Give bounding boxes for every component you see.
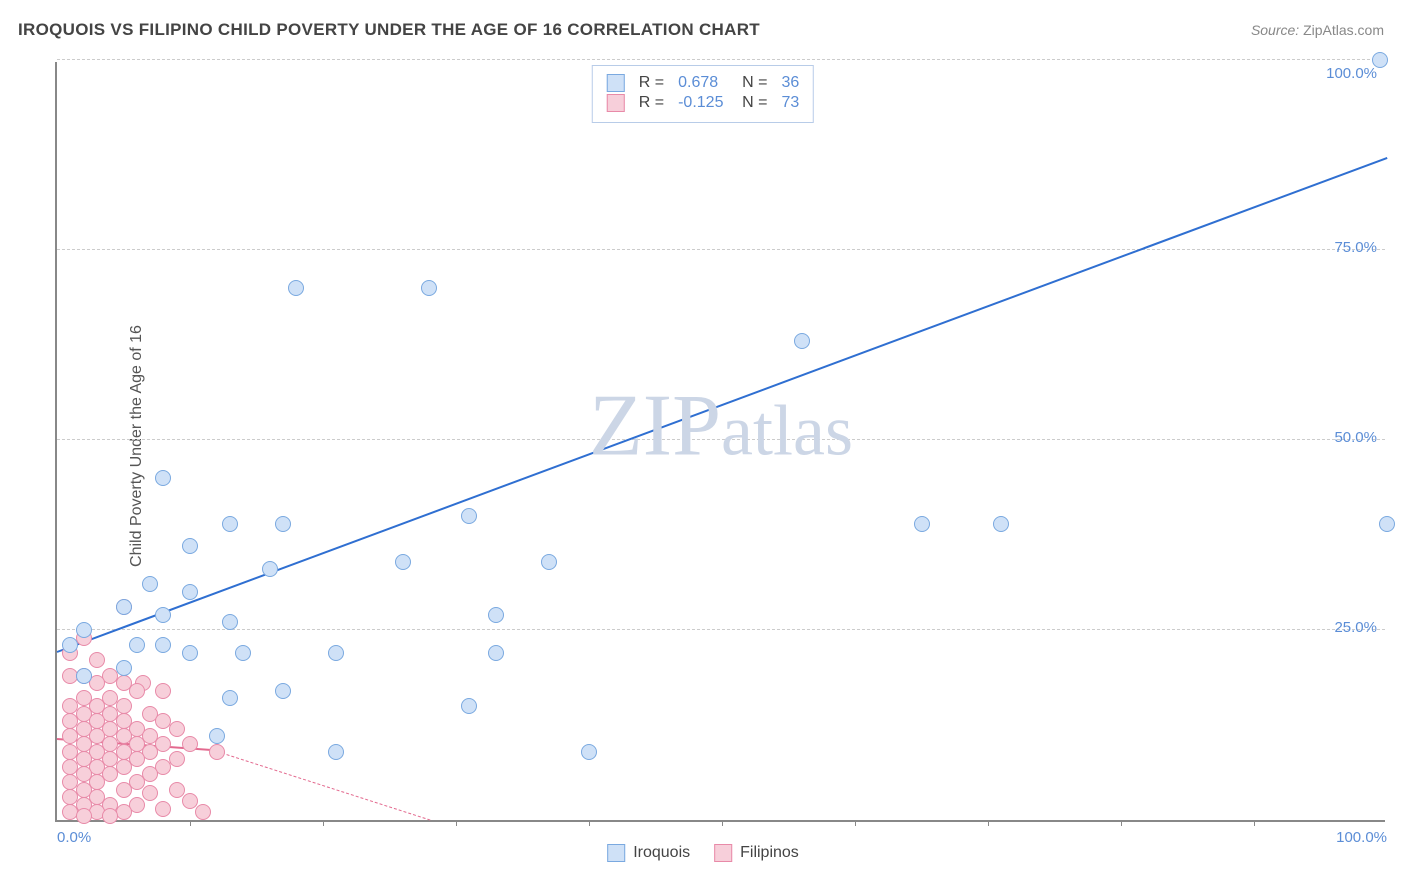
legend-r-value: 0.678: [678, 74, 728, 92]
data-point: [155, 607, 171, 623]
data-point: [541, 554, 557, 570]
data-point: [209, 744, 225, 760]
data-point: [76, 622, 92, 638]
data-point: [993, 516, 1009, 532]
data-point: [328, 744, 344, 760]
x-tick-label: 100.0%: [1336, 829, 1387, 846]
data-point: [288, 280, 304, 296]
data-point: [155, 801, 171, 817]
source-value: ZipAtlas.com: [1303, 22, 1384, 38]
x-tick: [456, 820, 457, 826]
x-tick: [323, 820, 324, 826]
legend-r-label: R =: [639, 74, 664, 92]
trend-line: [57, 157, 1388, 653]
data-point: [209, 728, 225, 744]
data-point: [182, 538, 198, 554]
legend-swatch: [714, 844, 732, 862]
x-tick: [589, 820, 590, 826]
trend-line: [216, 751, 429, 820]
legend-n-label: N =: [742, 94, 767, 112]
data-point: [182, 736, 198, 752]
data-point: [76, 668, 92, 684]
data-point: [102, 808, 118, 824]
data-point: [89, 652, 105, 668]
data-point: [275, 516, 291, 532]
x-tick: [190, 820, 191, 826]
gridline: [57, 629, 1385, 630]
chart-title: IROQUOIS VS FILIPINO CHILD POVERTY UNDER…: [18, 20, 760, 40]
data-point: [262, 561, 278, 577]
data-point: [182, 645, 198, 661]
legend-swatch: [607, 844, 625, 862]
data-point: [155, 470, 171, 486]
gridline: [57, 439, 1385, 440]
data-point: [76, 808, 92, 824]
legend-swatch: [607, 94, 625, 112]
x-tick: [855, 820, 856, 826]
legend-series-label: Iroquois: [633, 844, 690, 862]
y-tick-label: 25.0%: [1334, 619, 1377, 636]
legend-series-item: Iroquois: [607, 844, 690, 862]
watermark: ZIPatlas: [589, 375, 853, 476]
y-tick-label: 100.0%: [1326, 65, 1377, 82]
y-tick-label: 50.0%: [1334, 429, 1377, 446]
y-tick-label: 75.0%: [1334, 239, 1377, 256]
data-point: [129, 637, 145, 653]
x-tick-label: 0.0%: [57, 829, 91, 846]
data-point: [62, 637, 78, 653]
x-tick: [988, 820, 989, 826]
data-point: [182, 584, 198, 600]
legend-n-value: 73: [781, 94, 799, 112]
chart-container: IROQUOIS VS FILIPINO CHILD POVERTY UNDER…: [0, 0, 1406, 892]
legend-r-label: R =: [639, 94, 664, 112]
legend-stats-row: R = -0.125 N = 73: [607, 94, 799, 112]
data-point: [142, 785, 158, 801]
source-label: Source:: [1251, 22, 1299, 38]
data-point: [235, 645, 251, 661]
gridline: [57, 249, 1385, 250]
data-point: [461, 508, 477, 524]
data-point: [222, 614, 238, 630]
data-point: [461, 698, 477, 714]
x-tick: [1254, 820, 1255, 826]
data-point: [1379, 516, 1395, 532]
data-point: [914, 516, 930, 532]
data-point: [142, 576, 158, 592]
data-point: [1372, 52, 1388, 68]
data-point: [129, 683, 145, 699]
data-point: [116, 599, 132, 615]
legend-series-item: Filipinos: [714, 844, 799, 862]
legend-n-label: N =: [742, 74, 767, 92]
data-point: [116, 660, 132, 676]
legend-swatch: [607, 74, 625, 92]
data-point: [169, 721, 185, 737]
data-point: [581, 744, 597, 760]
legend-series: Iroquois Filipinos: [599, 842, 807, 864]
legend-n-value: 36: [781, 74, 799, 92]
data-point: [116, 782, 132, 798]
x-tick: [1121, 820, 1122, 826]
data-point: [155, 683, 171, 699]
data-point: [328, 645, 344, 661]
data-point: [275, 683, 291, 699]
data-point: [395, 554, 411, 570]
data-point: [421, 280, 437, 296]
data-point: [488, 645, 504, 661]
legend-r-value: -0.125: [678, 94, 728, 112]
data-point: [488, 607, 504, 623]
data-point: [195, 804, 211, 820]
data-point: [794, 333, 810, 349]
source-attribution: Source: ZipAtlas.com: [1251, 22, 1384, 38]
legend-stats: R = 0.678 N = 36 R = -0.125 N = 73: [592, 65, 814, 123]
gridline: [57, 59, 1385, 60]
data-point: [169, 782, 185, 798]
plot-area: ZIPatlas 25.0%50.0%75.0%100.0%0.0%100.0%: [55, 62, 1385, 822]
data-point: [155, 637, 171, 653]
data-point: [182, 793, 198, 809]
data-point: [222, 690, 238, 706]
x-tick: [722, 820, 723, 826]
legend-stats-row: R = 0.678 N = 36: [607, 74, 799, 92]
legend-series-label: Filipinos: [740, 844, 799, 862]
data-point: [222, 516, 238, 532]
